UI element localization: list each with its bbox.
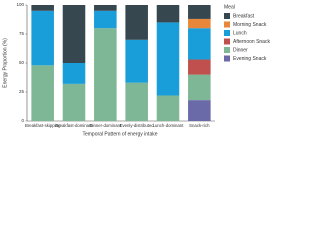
bar-segment (188, 74, 211, 101)
bar-segment (156, 22, 180, 96)
legend-label: Breakfast (233, 13, 255, 19)
bar-segment (94, 10, 117, 29)
x-tick-label: Snack-rich (189, 123, 210, 128)
bar-segment (125, 5, 148, 40)
y-tick-label: 50 (19, 60, 25, 65)
bar-segment (31, 65, 54, 121)
bar-segment (62, 5, 86, 63)
y-tick-label: 100 (16, 2, 24, 7)
y-tick-label: 25 (19, 89, 25, 94)
bar-segment (188, 28, 211, 60)
bar-segment (94, 28, 117, 122)
bar-segment (125, 39, 148, 83)
legend-swatch (224, 13, 230, 19)
y-tick-label: 0 (21, 118, 24, 123)
x-axis-title: Temporal Pattern of energy intake (82, 131, 157, 137)
chart: Energy Proportion (%) Temporal Pattern o… (2, 2, 270, 137)
x-tick-label: Breakfast-skipping (25, 123, 61, 128)
legend-label: Afternoon Snack (233, 39, 270, 45)
bar-segment (188, 59, 211, 75)
y-tick-label: 75 (19, 31, 25, 36)
bar-segment (31, 10, 54, 66)
legend-label: Morning Snack (233, 22, 267, 28)
bar-segment (94, 5, 117, 11)
bar-segment (188, 100, 211, 121)
x-tick-label: Dinner-dominant (89, 123, 122, 128)
legend-swatch (224, 55, 230, 62)
bar-segment (62, 83, 86, 121)
bar-segment (156, 5, 180, 23)
legend-swatch (224, 30, 230, 36)
bar-segment (188, 18, 211, 29)
bar-segment (188, 5, 211, 19)
legend-title: Meal (224, 4, 235, 10)
bar-segment (62, 63, 86, 84)
legend-label: Dinner (233, 47, 248, 53)
bar-segment (31, 5, 54, 11)
x-tick-label: Evenly-distributed (120, 123, 155, 128)
legend-label: Lunch (233, 30, 247, 36)
x-tick-label: Lunch-dominant (153, 123, 185, 128)
legend-swatch (224, 21, 230, 28)
bar-segment (125, 82, 148, 121)
legend-swatch (224, 38, 230, 45)
bar-segment (156, 95, 180, 121)
y-axis-title: Energy Proportion (%) (2, 38, 8, 88)
legend-label: Evening Snack (233, 56, 267, 62)
legend-swatch (224, 47, 230, 53)
x-tick-label: Breakfast-dominant (55, 123, 93, 128)
